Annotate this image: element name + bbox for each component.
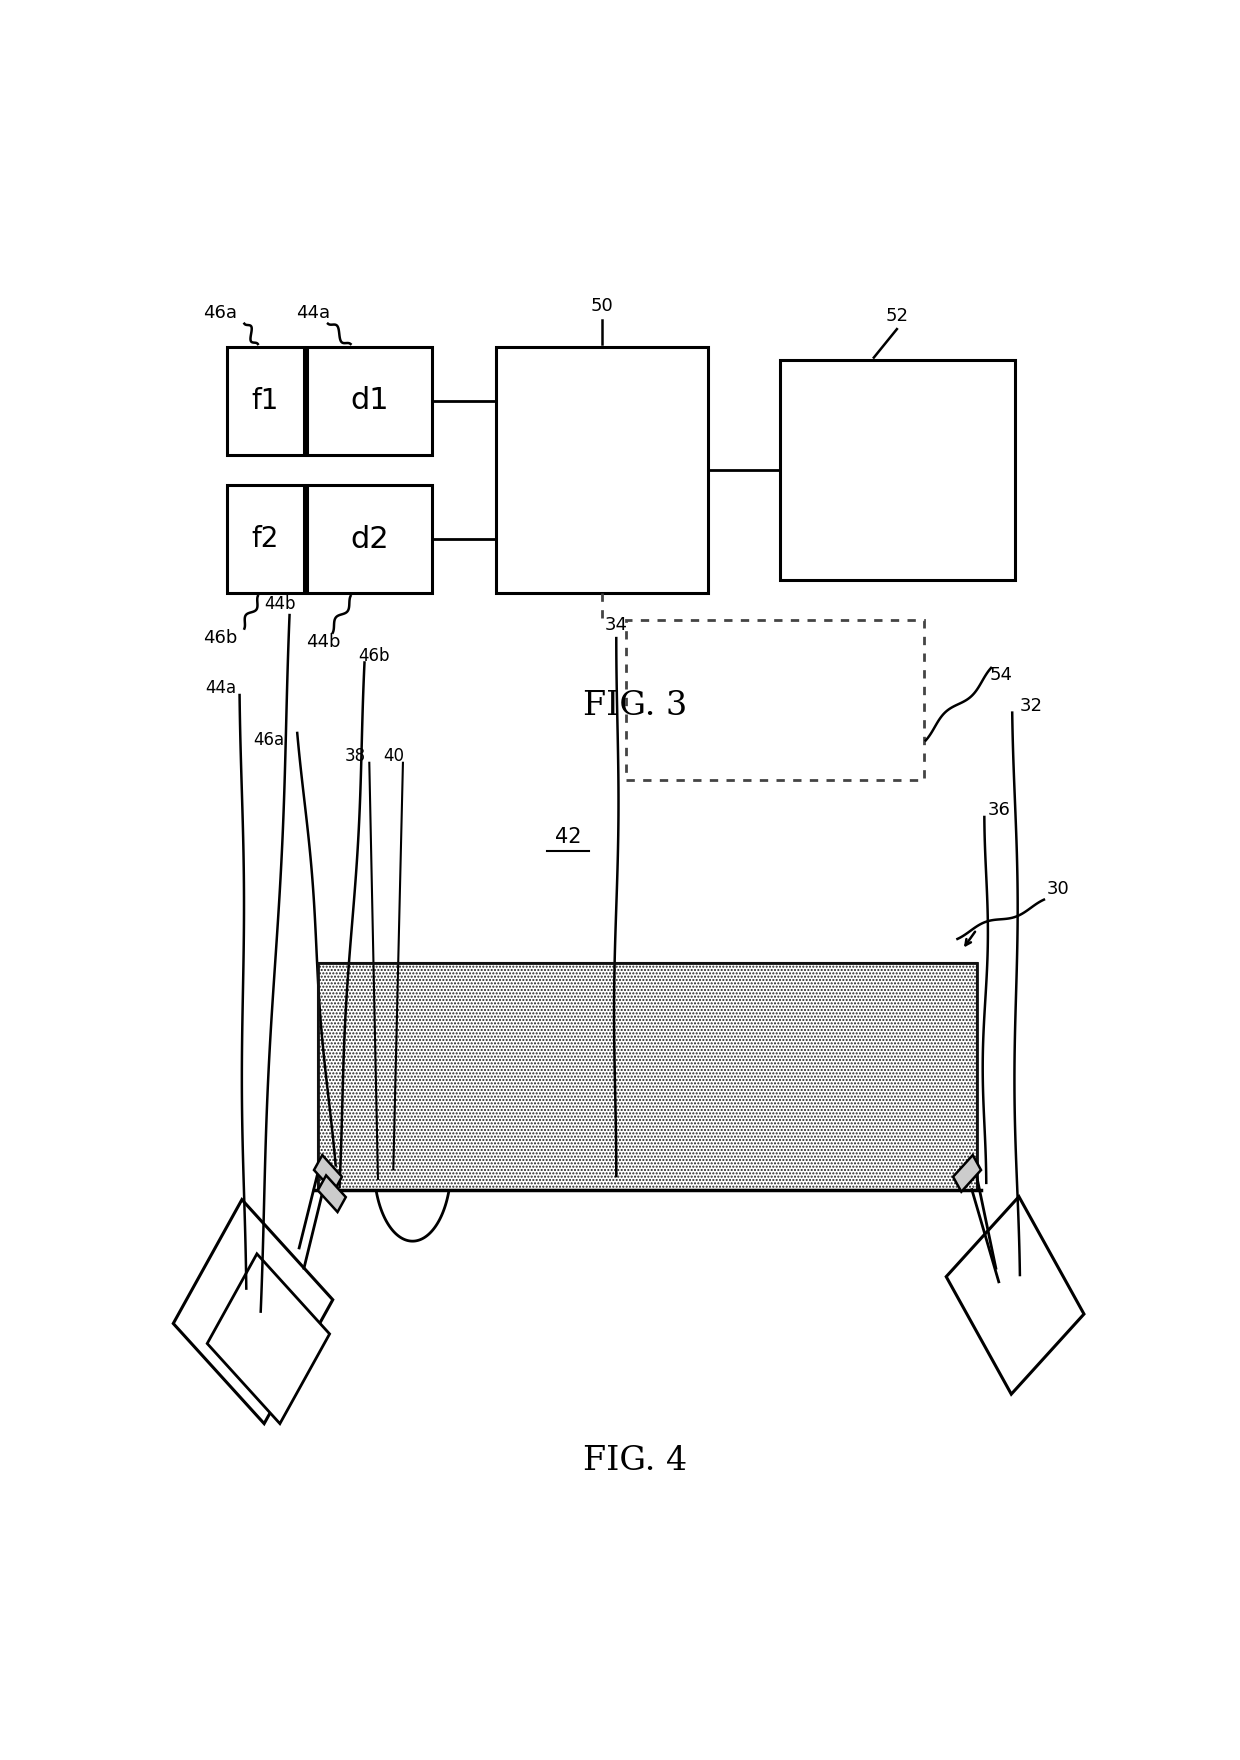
- Polygon shape: [314, 1155, 342, 1192]
- Text: 46b: 46b: [203, 628, 238, 648]
- Polygon shape: [946, 1197, 1084, 1394]
- Text: 44a: 44a: [205, 679, 236, 697]
- Bar: [227, 347, 304, 456]
- Bar: [780, 361, 1016, 579]
- Text: 50: 50: [590, 297, 614, 315]
- Text: FIG. 3: FIG. 3: [583, 690, 688, 722]
- Polygon shape: [207, 1253, 330, 1424]
- Bar: [496, 347, 708, 593]
- Text: 30: 30: [1047, 880, 1070, 898]
- Text: 44a: 44a: [296, 304, 331, 322]
- Bar: [319, 963, 977, 1190]
- Text: 44b: 44b: [306, 634, 341, 651]
- Polygon shape: [317, 1176, 346, 1213]
- Text: 46b: 46b: [358, 646, 389, 665]
- Bar: [306, 347, 432, 456]
- Text: 34: 34: [605, 616, 627, 634]
- Text: f1: f1: [252, 387, 279, 415]
- Text: d2: d2: [350, 524, 388, 554]
- Text: 36: 36: [987, 801, 1011, 818]
- Text: 52: 52: [885, 306, 909, 324]
- Bar: [319, 963, 977, 1190]
- Text: 46a: 46a: [253, 730, 284, 748]
- Text: d1: d1: [350, 387, 388, 415]
- Bar: [227, 486, 304, 593]
- Text: f2: f2: [252, 524, 279, 553]
- Text: 54: 54: [990, 665, 1012, 683]
- Text: FIG. 4: FIG. 4: [584, 1445, 687, 1477]
- Polygon shape: [174, 1200, 332, 1424]
- Text: 32: 32: [1021, 697, 1043, 715]
- Text: 38: 38: [345, 746, 366, 766]
- Polygon shape: [954, 1155, 981, 1192]
- Text: 42: 42: [556, 827, 582, 847]
- Text: 44b: 44b: [264, 595, 295, 612]
- Text: 40: 40: [383, 746, 404, 766]
- Bar: [626, 621, 924, 780]
- Text: 46a: 46a: [203, 304, 237, 322]
- Bar: [306, 486, 432, 593]
